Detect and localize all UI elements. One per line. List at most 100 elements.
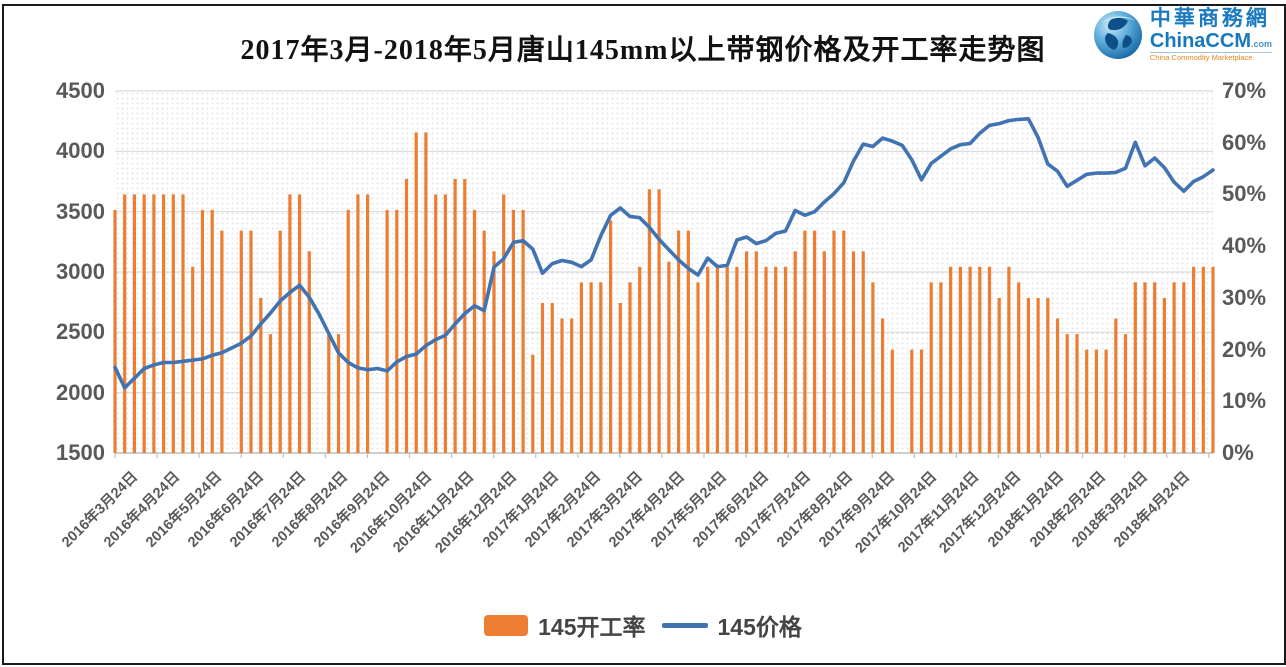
open-rate-bar — [162, 194, 166, 453]
open-rate-bar — [210, 209, 214, 453]
left-axis-label: 1500 — [56, 440, 105, 465]
open-rate-bar — [327, 334, 331, 453]
open-rate-bar — [1192, 266, 1196, 453]
open-rate-bar — [677, 230, 681, 453]
open-rate-bar — [142, 194, 146, 453]
open-rate-bar — [404, 178, 409, 453]
open-rate-bar — [667, 261, 671, 453]
open-rate-bar — [958, 266, 962, 453]
open-rate-bar — [803, 230, 807, 453]
open-rate-bar — [1065, 334, 1069, 453]
open-rate-bar — [599, 282, 603, 453]
open-rate-bar — [1104, 349, 1108, 453]
open-rate-bar — [123, 194, 127, 453]
open-rate-bar — [1055, 318, 1060, 453]
open-rate-bar — [657, 189, 661, 454]
open-rate-bar — [618, 303, 622, 453]
open-rate-bar — [307, 251, 311, 453]
open-rate-bar — [521, 209, 525, 453]
right-axis-label: 50% — [1222, 181, 1267, 207]
open-rate-bar — [482, 230, 486, 453]
legend-label: 145价格 — [717, 614, 802, 640]
open-rate-bar — [443, 194, 447, 453]
right-axis-label: 40% — [1222, 233, 1267, 259]
open-rate-bar — [472, 209, 477, 453]
open-rate-bar — [1007, 266, 1011, 453]
open-rate-bar — [1172, 282, 1176, 453]
open-rate-bar — [1094, 349, 1098, 453]
price-line-swatch — [661, 622, 708, 628]
open-rate-bar — [1123, 334, 1128, 453]
open-rate-bar — [132, 194, 136, 453]
right-axis-label: 60% — [1222, 129, 1267, 155]
logo-english-name: ChinaCCM.com — [1149, 30, 1272, 52]
open-rate-bar — [550, 303, 554, 453]
open-rate-bar — [638, 266, 642, 453]
open-rate-bar — [647, 189, 651, 454]
open-rate-bar — [531, 354, 535, 453]
open-rate-bar — [1046, 297, 1050, 453]
open-rate-bar — [453, 178, 457, 453]
open-rate-bar — [1026, 297, 1030, 453]
open-rate-bar — [861, 251, 865, 453]
open-rate-bar — [842, 230, 846, 453]
chart-title: 2017年3月-2018年5月唐山145mm以上带钢价格及开工率走势图 — [240, 35, 1046, 66]
open-rate-bar — [540, 303, 545, 453]
logo-tld: .com — [1250, 39, 1272, 49]
open-rate-bar — [754, 251, 758, 453]
open-rate-bar — [832, 230, 836, 453]
open-rate-bar — [1133, 282, 1137, 453]
open-rate-bar — [881, 318, 885, 453]
open-rate-bar — [968, 266, 972, 453]
open-rate-bar — [725, 266, 729, 453]
open-rate-bar — [560, 318, 564, 453]
open-rate-bar — [813, 230, 817, 453]
open-rate-bar — [715, 266, 719, 453]
right-axis-label: 0% — [1222, 440, 1254, 465]
open-rate-bar — [288, 194, 292, 453]
globe-icon — [1093, 10, 1142, 59]
open-rate-bar — [278, 230, 282, 453]
open-rate-bar — [1182, 282, 1186, 453]
open-rate-bar — [1143, 282, 1147, 453]
open-rate-bar — [1162, 297, 1166, 453]
open-rate-bar — [356, 194, 360, 453]
chart-legend: 145开工率 145价格 — [0, 608, 1286, 642]
open-rate-bar — [346, 209, 350, 453]
open-rate-bar — [939, 282, 943, 453]
open-rate-bar — [706, 266, 710, 453]
open-rate-bar — [511, 209, 515, 453]
open-rate-bar — [570, 318, 574, 453]
open-rate-bar — [910, 349, 914, 453]
open-rate-bar — [113, 209, 117, 453]
open-rate-bar — [1153, 282, 1157, 453]
right-axis-label: 10% — [1222, 388, 1267, 414]
open-rate-bar — [171, 194, 175, 453]
open-rate-bar — [366, 194, 370, 453]
open-rate-bar — [686, 230, 690, 453]
open-rate-bar — [609, 220, 613, 453]
logo-chinese-name: 中華商務網 — [1149, 7, 1270, 30]
right-axis-label: 20% — [1222, 336, 1267, 362]
open-rate-bar — [1017, 282, 1021, 453]
open-rate-bar — [502, 194, 506, 453]
open-rate-bar — [424, 132, 428, 453]
open-rate-bar — [220, 230, 224, 453]
open-rate-bar — [1085, 349, 1089, 453]
open-rate-bar — [822, 251, 826, 453]
open-rate-bar — [793, 251, 797, 453]
open-rate-bar — [589, 282, 593, 453]
open-rate-bar — [492, 251, 496, 453]
left-axis-label: 4500 — [56, 78, 105, 103]
open-rate-bar — [735, 266, 739, 453]
open-rate-bar — [336, 334, 341, 453]
open-rate-bar — [1201, 266, 1205, 453]
left-axis-label: 2500 — [56, 319, 105, 345]
open-rate-bar — [628, 282, 632, 453]
open-rate-bar — [414, 132, 418, 453]
open-rate-swatch — [484, 614, 529, 636]
right-axis-label: 70% — [1222, 78, 1267, 103]
open-rate-bar — [890, 349, 894, 453]
